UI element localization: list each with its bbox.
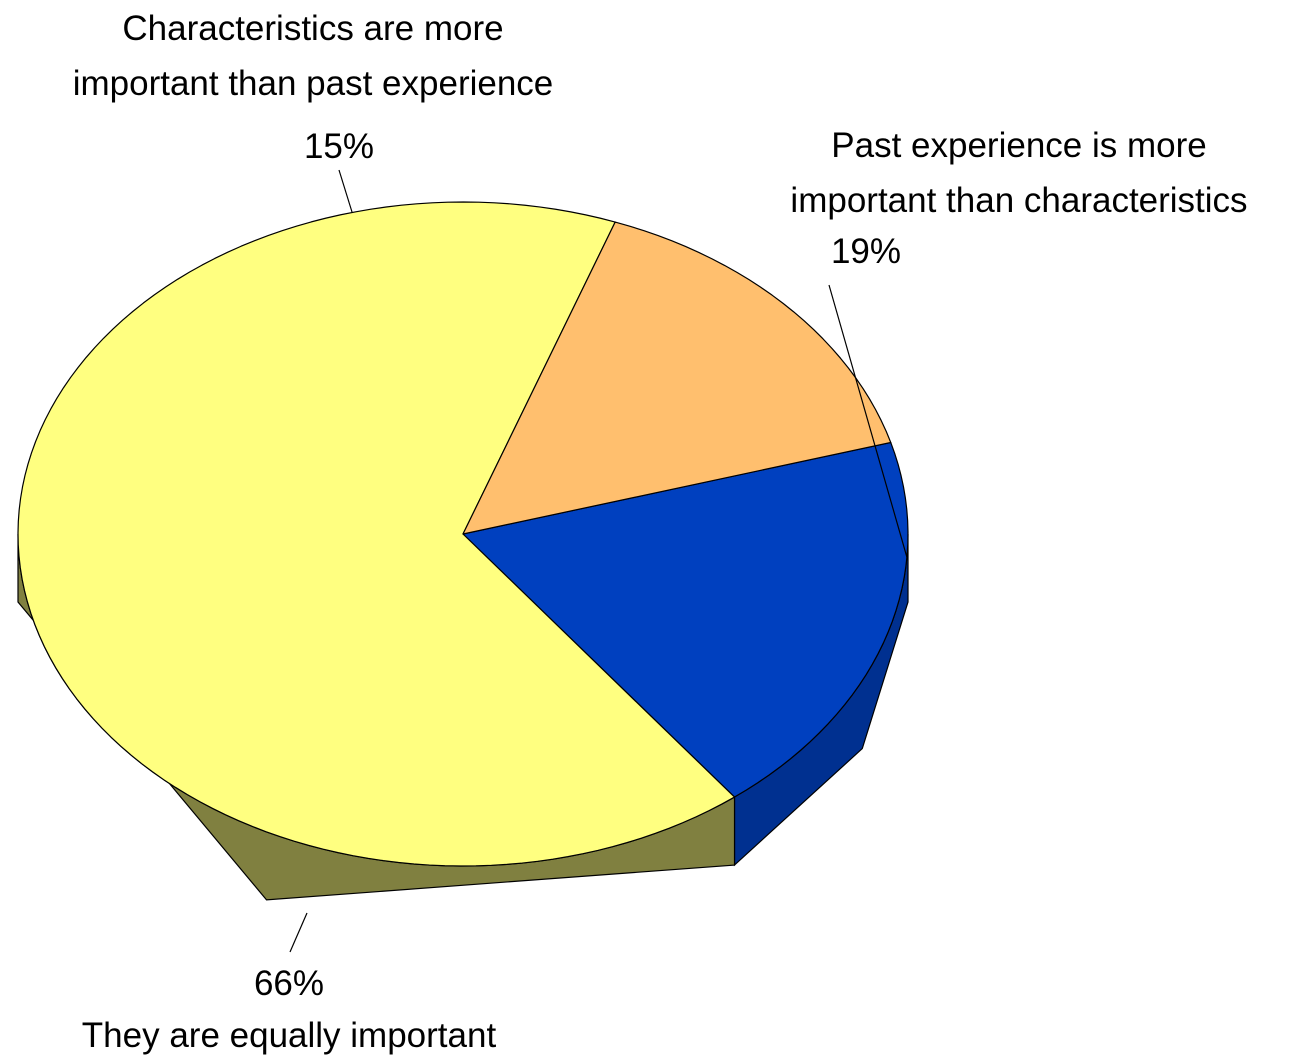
slice-labels: 19% Past experience is more important than… — [73, 9, 1248, 1055]
pie-slices — [17, 201, 909, 867]
leader-line-0 — [828, 284, 908, 558]
category-label-0-1: important than characteristics — [790, 181, 1247, 220]
leader-line-1 — [289, 912, 308, 953]
pie-slice-0 — [462, 441, 909, 798]
leader-lines — [289, 169, 908, 953]
pie-slice-2 — [462, 221, 892, 535]
category-label-0-0: Past experience is more — [831, 126, 1206, 165]
leader-line-2 — [338, 169, 353, 213]
category-label-1-0: They are equally important — [82, 1016, 497, 1055]
category-label-2-0: Characteristics are more — [122, 9, 503, 48]
value-label-0: 19% — [831, 232, 901, 271]
value-label-2: 15% — [304, 127, 374, 166]
category-label-2-1: important than past experience — [73, 64, 554, 103]
value-label-1: 66% — [254, 964, 324, 1003]
pie-slice-1 — [17, 201, 736, 867]
